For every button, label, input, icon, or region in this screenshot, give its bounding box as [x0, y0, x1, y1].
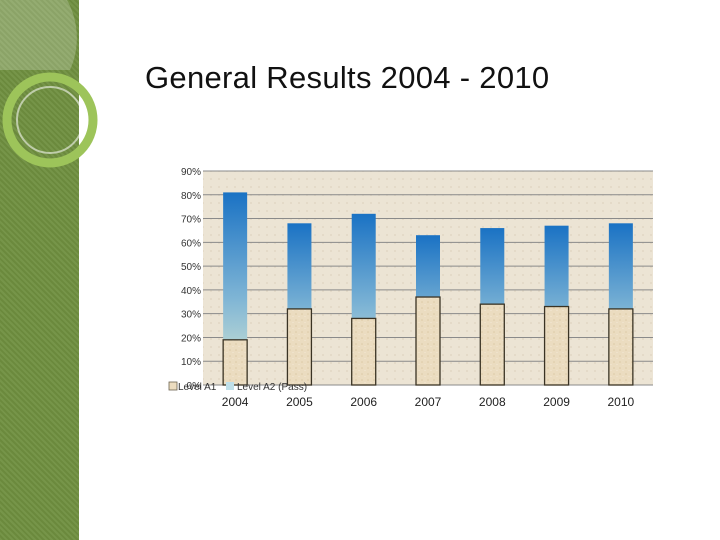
legend-swatch-a1 — [168, 381, 178, 391]
legend-label-a1: Level A1 — [178, 382, 217, 393]
decorative-circles — [0, 0, 98, 168]
legend: Level A1 Level A2 (Pass) — [168, 381, 307, 393]
bar-level-a1 — [286, 308, 313, 386]
y-tick-label: 60% — [181, 238, 201, 249]
x-tick-label: 2006 — [350, 395, 377, 409]
y-tick-label: 80% — [181, 191, 201, 202]
bar-level-a1 — [479, 303, 505, 386]
y-tick-label: 70% — [181, 215, 201, 226]
y-tick-label: 30% — [181, 310, 201, 321]
x-tick-labels: 2004 2005 2006 2007 2008 2009 2010 — [222, 395, 635, 409]
y-tick-labels: 0% 10% 20% 30% 40% 50% 60% 70% 80% 90% — [181, 167, 201, 392]
y-tick-label: 50% — [181, 262, 201, 273]
x-tick-label: 2009 — [543, 395, 570, 409]
x-tick-label: 2010 — [608, 395, 635, 409]
x-tick-label: 2007 — [415, 395, 442, 409]
slide-title: General Results 2004 - 2010 — [145, 60, 550, 95]
legend-label-a2: Level A2 (Pass) — [237, 382, 307, 393]
x-tick-label: 2008 — [479, 395, 506, 409]
quarter-circle-shape — [0, 0, 77, 70]
ring-shape-inner — [16, 86, 84, 154]
bar-level-a1 — [608, 308, 634, 386]
bar-level-a1 — [351, 317, 377, 386]
y-tick-label: 0% — [187, 381, 202, 392]
ring-shape-outer — [2, 72, 98, 168]
x-tick-label: 2004 — [222, 395, 249, 409]
bar-level-a1 — [222, 339, 248, 386]
y-tick-label: 40% — [181, 286, 201, 297]
y-tick-label: 10% — [181, 357, 201, 368]
x-tick-label: 2005 — [286, 395, 313, 409]
y-tick-label: 20% — [181, 333, 201, 344]
bars — [222, 192, 634, 386]
y-tick-label: 90% — [181, 167, 201, 178]
legend-swatch-a2 — [226, 382, 234, 390]
bar-level-a1 — [543, 305, 570, 386]
bar-level-a1 — [415, 296, 441, 386]
